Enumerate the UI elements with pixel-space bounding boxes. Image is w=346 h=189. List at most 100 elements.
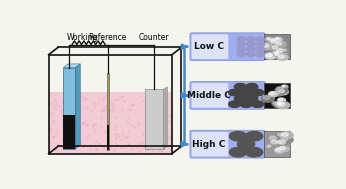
Circle shape [251,86,253,87]
Circle shape [258,38,263,40]
Circle shape [275,148,284,153]
Circle shape [238,52,244,56]
FancyBboxPatch shape [190,81,265,109]
Circle shape [270,93,274,95]
Circle shape [256,37,265,42]
Circle shape [278,102,285,106]
Circle shape [256,52,265,56]
Circle shape [282,49,289,53]
FancyBboxPatch shape [190,81,265,109]
Circle shape [277,49,283,52]
Circle shape [277,102,282,105]
Circle shape [279,146,290,152]
FancyBboxPatch shape [192,132,228,156]
Circle shape [239,53,243,55]
Circle shape [237,47,245,51]
FancyBboxPatch shape [190,81,265,109]
Circle shape [253,90,262,95]
Circle shape [240,141,253,148]
Circle shape [248,133,261,140]
Circle shape [273,102,284,108]
Circle shape [259,43,262,45]
Circle shape [276,101,285,107]
Circle shape [279,98,283,101]
Circle shape [240,53,242,55]
Circle shape [247,37,255,41]
Circle shape [249,48,253,50]
Circle shape [239,53,244,56]
Circle shape [239,48,243,50]
Circle shape [247,84,256,89]
Circle shape [240,43,243,45]
FancyBboxPatch shape [190,130,265,158]
Circle shape [236,151,240,153]
FancyBboxPatch shape [145,89,164,149]
Circle shape [275,140,286,146]
Circle shape [234,104,235,105]
Circle shape [248,38,254,41]
Circle shape [263,44,269,47]
Circle shape [235,134,241,138]
FancyBboxPatch shape [190,81,265,109]
Circle shape [250,44,252,45]
Circle shape [236,135,240,137]
Circle shape [235,84,245,90]
Circle shape [280,139,286,142]
Circle shape [230,90,239,95]
Circle shape [274,41,286,48]
Circle shape [271,140,277,144]
FancyBboxPatch shape [190,33,265,61]
FancyBboxPatch shape [190,81,265,109]
Circle shape [275,48,288,55]
Circle shape [247,37,255,42]
FancyBboxPatch shape [190,130,265,158]
FancyBboxPatch shape [190,81,265,109]
Circle shape [241,90,251,95]
Circle shape [247,84,257,90]
FancyBboxPatch shape [190,130,265,158]
Circle shape [249,85,254,88]
Circle shape [237,97,243,100]
FancyBboxPatch shape [190,130,265,158]
Circle shape [276,148,281,151]
Circle shape [253,136,255,137]
Circle shape [280,141,285,144]
Circle shape [243,91,249,94]
Circle shape [277,133,283,136]
FancyBboxPatch shape [190,33,265,61]
Circle shape [230,148,246,156]
Circle shape [254,102,261,106]
Circle shape [248,38,254,41]
Circle shape [277,141,282,143]
Circle shape [260,39,262,40]
Circle shape [247,52,255,56]
Circle shape [247,47,255,51]
Circle shape [267,145,271,147]
Circle shape [278,98,285,102]
Circle shape [247,148,262,156]
Circle shape [252,135,256,137]
Circle shape [253,101,263,107]
Circle shape [238,42,245,46]
Circle shape [243,103,249,106]
Circle shape [231,133,245,140]
FancyBboxPatch shape [190,130,265,158]
Circle shape [239,86,241,87]
Circle shape [253,102,262,107]
Circle shape [239,48,244,51]
Circle shape [245,103,247,105]
Circle shape [248,52,254,56]
FancyBboxPatch shape [190,130,265,158]
Text: High C: High C [192,140,226,149]
FancyBboxPatch shape [190,33,265,61]
Circle shape [240,44,242,45]
Circle shape [234,150,242,155]
Circle shape [251,150,257,154]
Circle shape [248,48,254,51]
Polygon shape [164,87,167,149]
Circle shape [280,132,293,139]
Circle shape [249,38,253,40]
Circle shape [269,139,282,146]
Circle shape [240,48,243,50]
Circle shape [250,150,258,155]
